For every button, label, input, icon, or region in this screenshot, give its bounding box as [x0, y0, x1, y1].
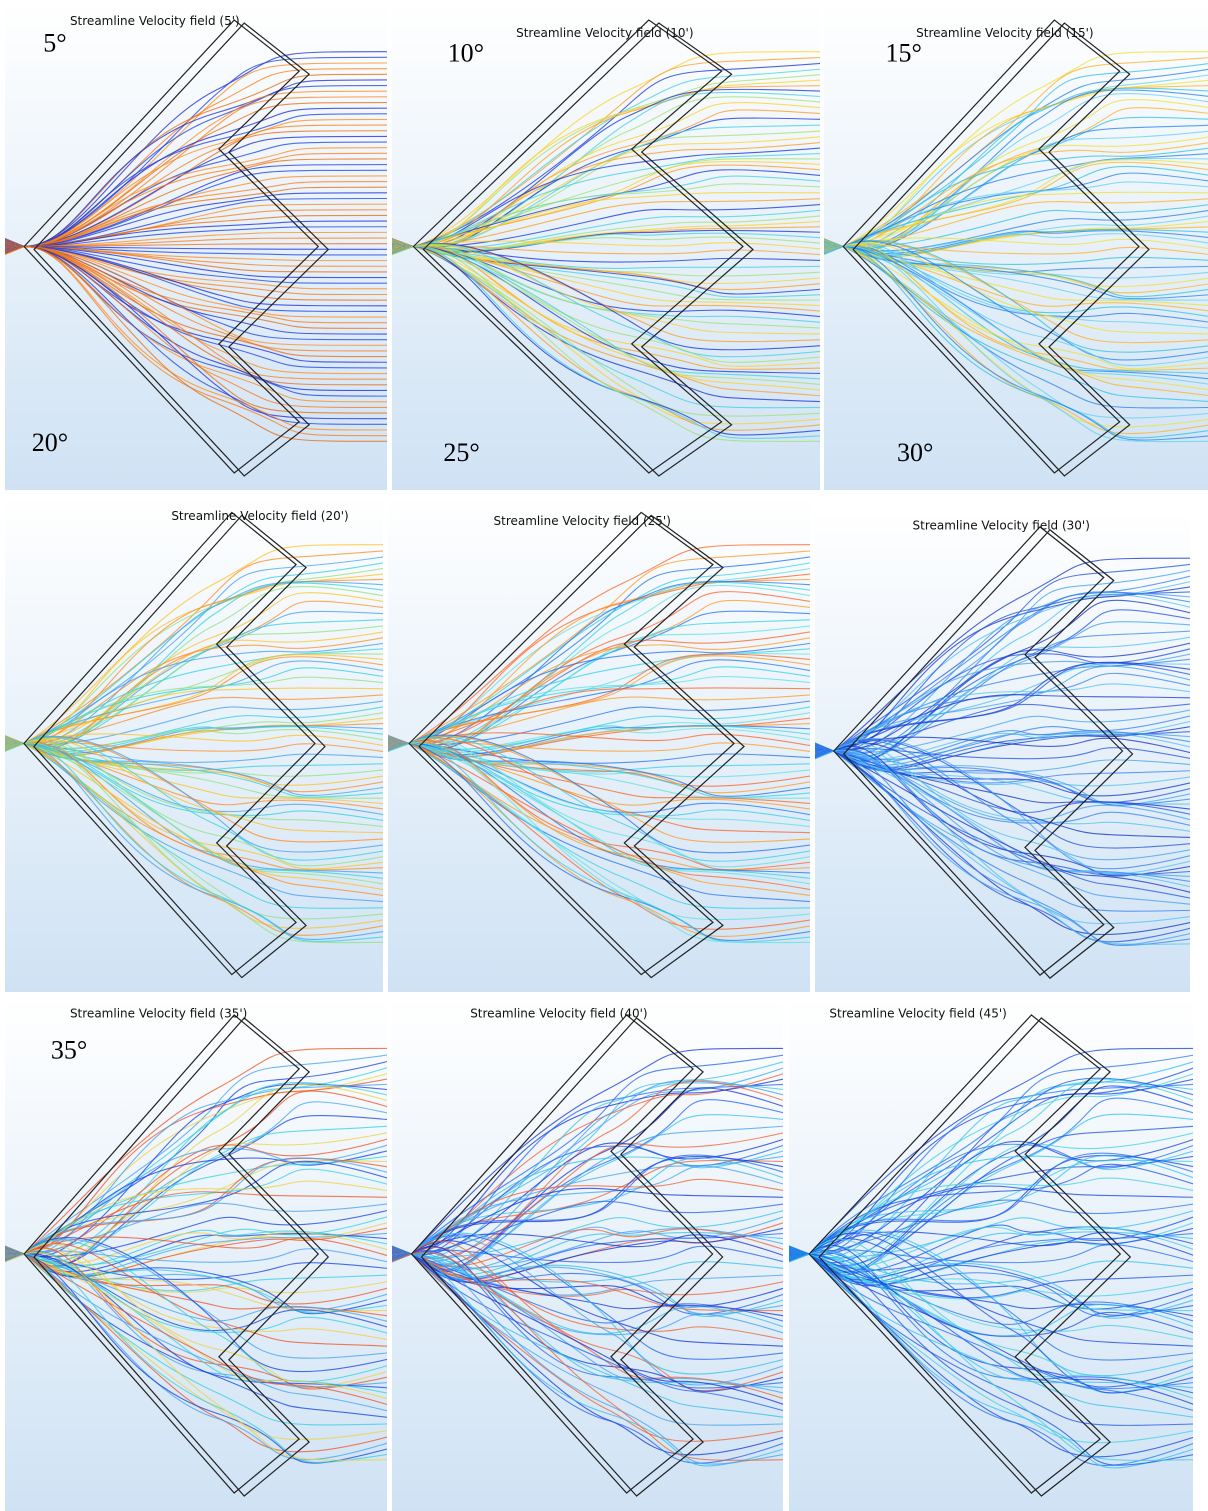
panel: Streamline Velocity field (25') [388, 495, 810, 992]
angle-label: 10° [448, 38, 484, 67]
panel-title: Streamline Velocity field (30') [913, 518, 1090, 532]
panel-title: Streamline Velocity field (5') [70, 14, 240, 28]
panel-title: Streamline Velocity field (10') [516, 26, 693, 40]
angle-label: 25° [443, 438, 479, 467]
panel: Streamline Velocity field (10') 10° 25° [392, 3, 820, 490]
panel-title: Streamline Velocity field (35') [70, 1007, 247, 1021]
panel: Streamline Velocity field (20') [5, 495, 383, 992]
panel: Streamline Velocity field (35') 35° [5, 997, 387, 1511]
panel: Streamline Velocity field (30') [815, 510, 1190, 992]
angle-label: 5° [43, 29, 66, 58]
angle-label: 15° [885, 38, 921, 67]
background [789, 997, 1193, 1511]
panel-title: Streamline Velocity field (45') [829, 1007, 1006, 1021]
panel: Streamline Velocity field (40') [392, 997, 783, 1511]
angle-label: 35° [51, 1036, 87, 1065]
panel: Streamline Velocity field (5') 5° 20° [5, 3, 387, 490]
angle-label: 20° [32, 428, 68, 457]
panel: Streamline Velocity field (45') [789, 997, 1193, 1511]
angle-label: 30° [897, 438, 933, 467]
panel-title: Streamline Velocity field (15') [916, 26, 1093, 40]
panel-title: Streamline Velocity field (20') [171, 509, 348, 523]
panel: Streamline Velocity field (15')15° 30° [824, 3, 1208, 490]
figure: Streamline Velocity field (5')5°20°Strea… [0, 0, 1208, 1511]
panel-title: Streamline Velocity field (25') [494, 514, 671, 528]
background [392, 997, 783, 1511]
panel-title: Streamline Velocity field (40') [470, 1007, 647, 1021]
